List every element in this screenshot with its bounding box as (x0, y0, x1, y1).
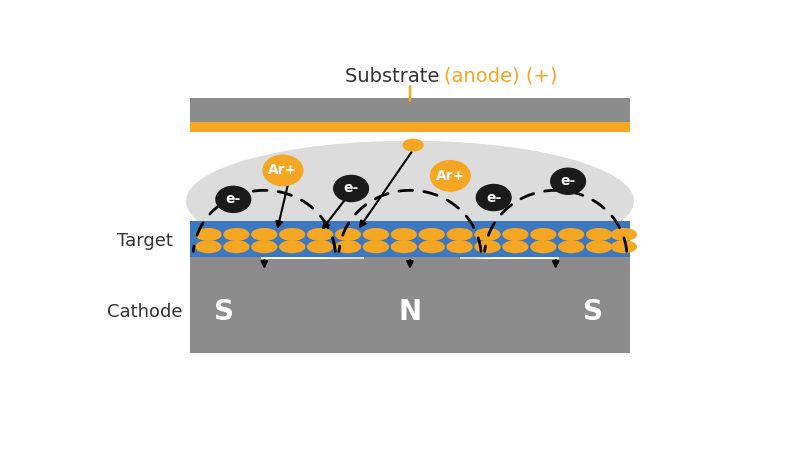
Bar (190, 122, 630, 133)
Ellipse shape (475, 241, 500, 252)
Ellipse shape (430, 161, 470, 191)
Ellipse shape (611, 241, 636, 252)
Ellipse shape (391, 229, 416, 240)
Text: e-: e- (226, 192, 241, 206)
Bar (363, 257, 459, 288)
Ellipse shape (280, 241, 305, 252)
Ellipse shape (363, 229, 388, 240)
Ellipse shape (252, 229, 277, 240)
Ellipse shape (447, 241, 472, 252)
Ellipse shape (503, 229, 528, 240)
Ellipse shape (550, 168, 586, 194)
Text: N: N (398, 298, 422, 326)
Ellipse shape (308, 229, 333, 240)
Text: S: S (214, 298, 234, 326)
Ellipse shape (216, 186, 250, 212)
Ellipse shape (224, 241, 249, 252)
Ellipse shape (503, 241, 528, 252)
Ellipse shape (586, 229, 611, 240)
Text: Target: Target (117, 232, 173, 250)
Text: Ar+: Ar+ (268, 164, 298, 177)
Bar (190, 98, 630, 122)
Bar (190, 259, 630, 353)
Text: Substrate: Substrate (345, 67, 446, 86)
Ellipse shape (196, 241, 221, 252)
Ellipse shape (336, 241, 360, 252)
Bar (558, 257, 630, 288)
Ellipse shape (419, 229, 444, 240)
Ellipse shape (476, 185, 511, 211)
Ellipse shape (559, 241, 584, 252)
Ellipse shape (611, 229, 636, 240)
Ellipse shape (447, 229, 472, 240)
Ellipse shape (252, 241, 277, 252)
Ellipse shape (391, 241, 416, 252)
Ellipse shape (263, 155, 302, 186)
Ellipse shape (531, 229, 556, 240)
Text: e-: e- (561, 174, 576, 188)
Ellipse shape (336, 229, 360, 240)
Ellipse shape (363, 241, 388, 252)
Bar (190, 221, 630, 257)
Text: (anode) (+): (anode) (+) (444, 67, 558, 86)
Ellipse shape (586, 241, 611, 252)
Ellipse shape (475, 229, 500, 240)
Ellipse shape (559, 229, 584, 240)
Text: e-: e- (486, 190, 502, 204)
Ellipse shape (280, 229, 305, 240)
Ellipse shape (196, 229, 221, 240)
Text: S: S (583, 298, 603, 326)
Ellipse shape (224, 229, 249, 240)
Ellipse shape (531, 241, 556, 252)
Ellipse shape (419, 241, 444, 252)
Text: Cathode: Cathode (107, 303, 182, 321)
Ellipse shape (186, 141, 634, 261)
Text: Ar+: Ar+ (436, 169, 465, 183)
Ellipse shape (403, 139, 423, 151)
Ellipse shape (308, 241, 333, 252)
Text: e-: e- (343, 181, 358, 196)
Bar (190, 257, 261, 288)
Ellipse shape (334, 175, 369, 202)
